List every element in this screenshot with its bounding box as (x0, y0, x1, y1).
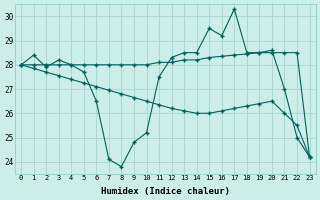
X-axis label: Humidex (Indice chaleur): Humidex (Indice chaleur) (101, 187, 230, 196)
